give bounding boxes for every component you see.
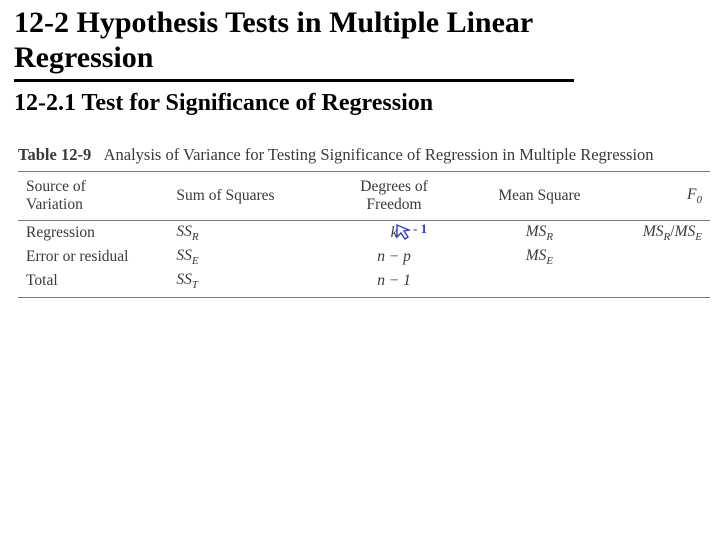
table-row: Error or residual SSE n − p MSE bbox=[18, 245, 710, 269]
cell-ms bbox=[469, 269, 609, 297]
title-rule bbox=[14, 79, 574, 82]
cursor-icon: - 1 bbox=[395, 222, 433, 240]
cell-ss: SSR bbox=[168, 221, 318, 246]
table-caption: Table 12-9 Analysis of Variance for Test… bbox=[18, 145, 706, 165]
ms-sub: R bbox=[546, 231, 553, 243]
ms-sub: E bbox=[546, 255, 553, 267]
col-header-ss: Sum of Squares bbox=[168, 172, 318, 221]
col-header-df-line2: Freedom bbox=[367, 196, 422, 213]
table-bottom-rule bbox=[18, 297, 710, 298]
table-caption-label: Table 12-9 bbox=[18, 145, 91, 164]
df-value: n − 1 bbox=[377, 272, 411, 289]
cell-source: Regression bbox=[18, 221, 168, 246]
col-header-f0-base: F bbox=[687, 186, 696, 203]
col-header-f0-sub: 0 bbox=[697, 194, 703, 206]
cell-ms: MSE bbox=[469, 245, 609, 269]
f-num-sub: R bbox=[664, 231, 671, 243]
ss-base: SS bbox=[176, 271, 192, 288]
col-header-df: Degrees of Freedom bbox=[319, 172, 469, 221]
cell-f0: MSR/MSE bbox=[610, 221, 710, 246]
anova-table-region: Table 12-9 Analysis of Variance for Test… bbox=[14, 145, 706, 298]
cell-f0 bbox=[610, 269, 710, 297]
anova-table: Source of Variation Sum of Squares Degre… bbox=[18, 171, 710, 297]
subsection-title: 12-2.1 Test for Significance of Regressi… bbox=[14, 90, 706, 117]
table-row: Total SST n − 1 bbox=[18, 269, 710, 297]
cell-ss: SST bbox=[168, 269, 318, 297]
col-header-source-line2: Variation bbox=[26, 196, 83, 213]
col-header-source-line1: Source of bbox=[26, 178, 86, 195]
cell-ss: SSE bbox=[168, 245, 318, 269]
cell-ms: MSR bbox=[469, 221, 609, 246]
cell-source: Error or residual bbox=[18, 245, 168, 269]
section-title-line2: Regression bbox=[14, 41, 706, 76]
cell-df: k - 1 bbox=[319, 221, 469, 246]
col-header-source: Source of Variation bbox=[18, 172, 168, 221]
section-title-line1: 12-2 Hypothesis Tests in Multiple Linear bbox=[14, 6, 706, 41]
df-value: n − p bbox=[377, 248, 411, 265]
cell-df: n − p bbox=[319, 245, 469, 269]
cell-df: n − 1 bbox=[319, 269, 469, 297]
ss-base: SS bbox=[176, 223, 192, 240]
ss-sub: T bbox=[192, 279, 198, 291]
table-caption-text: Analysis of Variance for Testing Signifi… bbox=[104, 145, 654, 164]
f-den-base: MS bbox=[675, 223, 696, 240]
col-header-f0: F0 bbox=[610, 172, 710, 221]
cursor-tail-text: - 1 bbox=[413, 222, 427, 236]
ss-sub: E bbox=[192, 255, 199, 267]
col-header-df-line1: Degrees of bbox=[360, 178, 428, 195]
ms-base: MS bbox=[526, 223, 547, 240]
table-row: Regression SSR k - 1 bbox=[18, 221, 710, 246]
f-den-sub: E bbox=[695, 231, 702, 243]
ms-base: MS bbox=[526, 247, 547, 264]
cursor-overlay: k - 1 bbox=[391, 224, 398, 242]
cell-source: Total bbox=[18, 269, 168, 297]
ss-sub: R bbox=[192, 231, 199, 243]
f-num-base: MS bbox=[643, 223, 664, 240]
cell-f0 bbox=[610, 245, 710, 269]
ss-base: SS bbox=[176, 247, 192, 264]
col-header-ms: Mean Square bbox=[469, 172, 609, 221]
table-header-row: Source of Variation Sum of Squares Degre… bbox=[18, 172, 710, 221]
